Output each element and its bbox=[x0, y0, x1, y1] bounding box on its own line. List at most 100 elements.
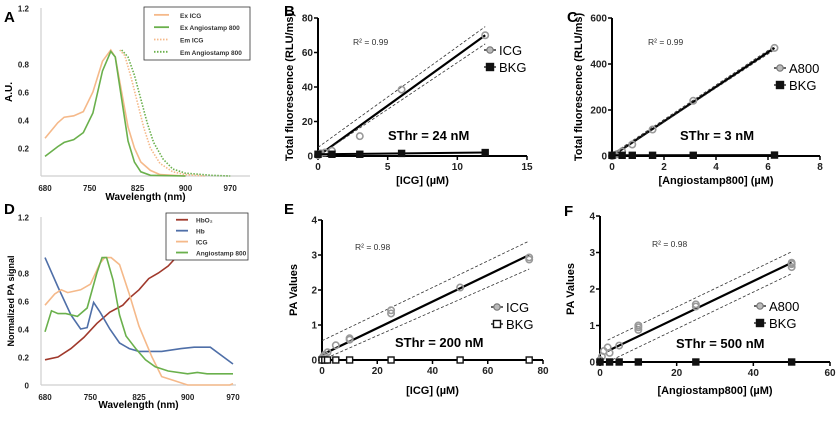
y-axis-label: Total fluorescence (RLU/ms) bbox=[573, 13, 585, 162]
y-tick-label: 40 bbox=[302, 83, 314, 94]
data-point bbox=[772, 152, 778, 158]
x-tick-label: 5 bbox=[385, 162, 391, 173]
panel-letter: E bbox=[284, 201, 294, 218]
x-tick-label: 0 bbox=[315, 162, 321, 173]
data-point bbox=[329, 151, 335, 157]
y-tick-label: 0.6 bbox=[18, 298, 30, 307]
legend-label: BKG bbox=[506, 317, 533, 332]
series-line-hbo- bbox=[45, 259, 175, 360]
x-tick-label: 15 bbox=[521, 162, 533, 173]
legend-marker bbox=[777, 82, 784, 89]
y-axis-label: PA Values bbox=[288, 264, 300, 316]
legend-label: Hb bbox=[196, 229, 205, 236]
data-point bbox=[609, 152, 615, 158]
x-tick-label: 0 bbox=[609, 162, 615, 173]
data-point bbox=[607, 359, 613, 365]
data-point bbox=[789, 359, 795, 365]
x-tick-label: 60 bbox=[824, 368, 836, 379]
legend-marker bbox=[494, 304, 500, 310]
data-point bbox=[693, 359, 699, 365]
legend-label: BKG bbox=[499, 60, 526, 75]
y-tick-label: 4 bbox=[311, 216, 317, 227]
data-point bbox=[457, 357, 463, 363]
y-tick-label: 0.2 bbox=[18, 354, 30, 363]
series-line-hb bbox=[45, 258, 233, 364]
x-tick-label: 0 bbox=[319, 366, 325, 377]
y-tick-label: 600 bbox=[590, 14, 607, 25]
data-point bbox=[619, 152, 625, 158]
y-tick-label: 1.2 bbox=[18, 5, 30, 14]
x-tick-label: 80 bbox=[537, 366, 549, 377]
x-tick-label: 750 bbox=[83, 184, 97, 193]
legend-label: ICG bbox=[506, 300, 529, 315]
legend-label: Ex Angiostamp 800 bbox=[180, 25, 240, 32]
y-tick-label: 3 bbox=[311, 251, 317, 262]
x-tick-label: 20 bbox=[372, 366, 384, 377]
x-axis-label: [ICG] (µM) bbox=[396, 175, 449, 187]
y-axis-label: A.U. bbox=[4, 82, 15, 102]
r-squared-label: R² = 0.99 bbox=[353, 37, 388, 47]
sthr-annotation: SThr = 3 nM bbox=[680, 128, 754, 143]
legend-label: HbO₂ bbox=[196, 218, 213, 225]
y-tick-label: 0 bbox=[601, 152, 607, 163]
y-tick-label: 0 bbox=[589, 358, 595, 369]
data-point bbox=[650, 152, 656, 158]
x-axis-label: [Angiostamp800] (µM) bbox=[657, 385, 772, 397]
r-squared-label: R² = 0.98 bbox=[355, 242, 390, 252]
x-tick-label: 0 bbox=[597, 368, 603, 379]
series-bkg bbox=[319, 357, 532, 363]
y-tick-label: 1.2 bbox=[18, 214, 30, 223]
x-axis-label: [ICG] (µM) bbox=[406, 385, 459, 397]
data-point bbox=[597, 359, 603, 365]
x-axis-label: [Angiostamp800] (µM) bbox=[658, 175, 773, 187]
y-tick-label: 200 bbox=[590, 106, 607, 117]
legend-label: BKG bbox=[769, 316, 796, 331]
legend-marker bbox=[777, 65, 783, 71]
y-tick-label: 0 bbox=[25, 382, 30, 391]
y-tick-label: 0 bbox=[311, 356, 317, 367]
y-tick-label: 0.8 bbox=[18, 61, 30, 70]
y-tick-label: 0.8 bbox=[18, 270, 30, 279]
legend-label: A800 bbox=[789, 61, 819, 76]
y-tick-label: 0.6 bbox=[18, 89, 30, 98]
data-point bbox=[347, 357, 353, 363]
x-tick-label: 20 bbox=[671, 368, 683, 379]
y-tick-label: 60 bbox=[302, 48, 314, 59]
y-axis-label: Total fluorescence (RLU/ms) bbox=[284, 13, 296, 162]
y-tick-label: 0 bbox=[307, 152, 313, 163]
x-tick-label: 6 bbox=[765, 162, 771, 173]
x-tick-label: 900 bbox=[181, 393, 195, 402]
y-tick-label: 1 bbox=[311, 321, 317, 332]
sthr-annotation: SThr = 200 nM bbox=[395, 335, 484, 350]
x-tick-label: 680 bbox=[38, 184, 52, 193]
data-point bbox=[357, 133, 363, 139]
r-squared-label: R² = 0.99 bbox=[648, 37, 683, 47]
sthr-annotation: SThr = 24 nM bbox=[388, 128, 469, 143]
y-axis-label: Normalized PA signal bbox=[6, 255, 16, 346]
series-bkg bbox=[609, 152, 778, 158]
legend-marker bbox=[757, 320, 764, 327]
data-point bbox=[616, 359, 622, 365]
series-line-angiostamp-800 bbox=[45, 258, 233, 374]
y-tick-label: 20 bbox=[302, 117, 314, 128]
y-tick-label: 4 bbox=[589, 212, 595, 223]
legend-label: Em Angiostamp 800 bbox=[180, 50, 242, 57]
legend-marker bbox=[487, 64, 494, 71]
sthr-annotation: SThr = 500 nM bbox=[676, 336, 765, 351]
legend-label: Angiostamp 800 bbox=[196, 251, 247, 258]
data-point bbox=[325, 357, 331, 363]
x-tick-label: 970 bbox=[226, 393, 240, 402]
x-tick-label: 40 bbox=[427, 366, 439, 377]
y-tick-label: 80 bbox=[302, 14, 314, 25]
data-point bbox=[357, 151, 363, 157]
panel-letter: A bbox=[4, 9, 15, 26]
y-tick-label: 3 bbox=[589, 248, 595, 259]
legend-label: ICG bbox=[499, 43, 522, 58]
y-tick-label: 1 bbox=[589, 321, 595, 332]
panel-letter: D bbox=[4, 201, 15, 218]
panel-letter: F bbox=[564, 203, 573, 220]
